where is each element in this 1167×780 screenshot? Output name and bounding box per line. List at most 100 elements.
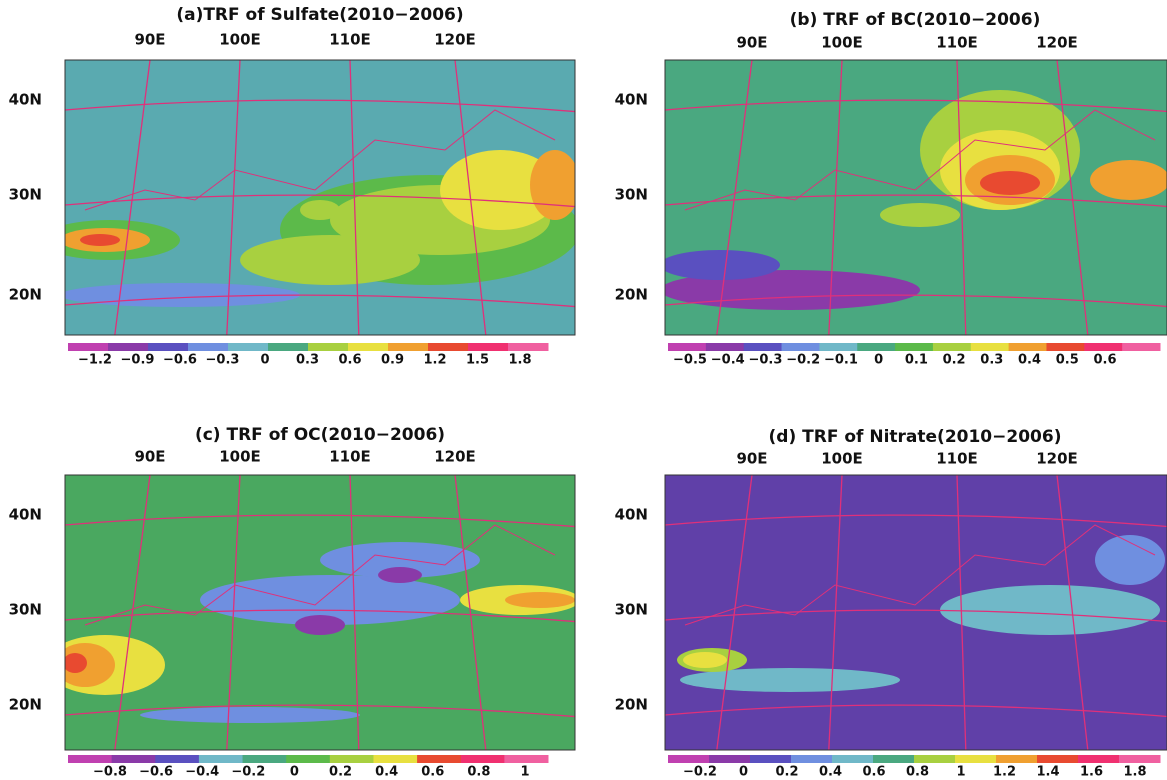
colorbar-label: 0.4	[375, 765, 398, 780]
colorbar-segment	[388, 343, 429, 351]
colorbar-label: 1	[956, 765, 965, 780]
colorbar-label: −0.3	[748, 353, 782, 368]
colorbar-label: 1.8	[508, 353, 531, 368]
lon-label: 90E	[736, 34, 767, 52]
colorbar-segment	[308, 343, 349, 351]
colorbar-segment	[791, 755, 833, 763]
longitude-line	[454, 60, 487, 335]
colorbar-label: 0.2	[329, 765, 352, 780]
map-frame	[64, 474, 576, 751]
colorbar-label: −0.2	[231, 765, 265, 780]
colorbar-segment	[228, 343, 269, 351]
colorbar-label: 0.3	[296, 353, 319, 368]
field-patch	[300, 200, 340, 220]
latitude-line	[65, 99, 575, 113]
colorbar-label: −0.8	[93, 765, 127, 780]
colorbar-segment	[1119, 755, 1161, 763]
lon-label: 110E	[329, 31, 371, 49]
colorbar-segment	[932, 343, 972, 351]
lon-label: 110E	[329, 448, 371, 466]
border-line	[84, 524, 556, 626]
colorbar-segment	[955, 755, 997, 763]
colorbar-label: 0	[260, 353, 269, 368]
colorbar-label: −0.9	[121, 353, 155, 368]
map-frame	[664, 474, 1167, 751]
colorbar-label: 0.8	[467, 765, 490, 780]
colorbar-segment	[750, 755, 792, 763]
latitude-line	[665, 514, 1167, 528]
colorbar-label: 0.1	[905, 353, 928, 368]
field-patch	[1095, 535, 1165, 585]
colorbar-segment	[1008, 343, 1047, 351]
colorbar-label: 0	[739, 765, 748, 780]
colorbar-segment	[705, 343, 745, 351]
lat-label: 40N	[9, 91, 42, 109]
colorbar-segment	[709, 755, 751, 763]
colorbar-label: −0.4	[711, 353, 745, 368]
lat-label: 40N	[9, 506, 42, 524]
colorbar-segment	[348, 343, 389, 351]
lat-label: 20N	[615, 286, 648, 304]
colorbar-label: 0.4	[819, 765, 842, 780]
latitude-line	[665, 194, 1167, 208]
colorbar-segment	[111, 755, 156, 763]
border-line	[684, 109, 1156, 211]
lat-label: 30N	[9, 601, 42, 619]
colorbar-segment	[242, 755, 287, 763]
colorbar-segment	[188, 343, 229, 351]
field-patch	[378, 567, 422, 583]
colorbar-segment	[1046, 343, 1085, 351]
colorbar-segment	[857, 343, 896, 351]
lat-label: 30N	[615, 186, 648, 204]
longitude-line	[114, 475, 151, 750]
colorbar-label: 1.6	[1080, 765, 1103, 780]
colorbar-segment	[508, 343, 549, 351]
field-patch	[440, 150, 560, 230]
colorbar-label: −0.2	[786, 353, 820, 368]
panel-title: (a)TRF of Sulfate(2010−2006)	[176, 5, 463, 25]
colorbar-segment	[417, 755, 462, 763]
lon-label: 110E	[936, 34, 978, 52]
field-patch	[505, 592, 575, 608]
field-patch	[940, 585, 1160, 635]
panel-title: (b) TRF of BC(2010−2006)	[790, 10, 1041, 30]
colorbar-segment	[1078, 755, 1120, 763]
longitude-line	[716, 60, 753, 335]
longitude-line	[226, 60, 241, 335]
colorbar-segment	[668, 343, 707, 351]
colorbar-label: 0.2	[775, 765, 798, 780]
colorbar-segment	[504, 755, 549, 763]
colorbar-segment	[1122, 343, 1161, 351]
colorbar-segment	[832, 755, 874, 763]
field-patch	[65, 653, 87, 673]
colorbar-segment	[895, 343, 934, 351]
map	[665, 60, 1167, 335]
colorbar-segment	[781, 343, 820, 351]
border-line	[684, 524, 1156, 626]
colorbar-segment	[329, 755, 374, 763]
map	[65, 60, 575, 335]
colorbar-segment	[1037, 755, 1079, 763]
lon-label: 90E	[134, 31, 165, 49]
colorbar-label: 0	[874, 353, 883, 368]
colorbar-segment	[198, 755, 244, 763]
border-line	[84, 109, 556, 211]
colorbar-segment	[68, 755, 113, 763]
colorbar-segment	[996, 755, 1038, 763]
colorbar-label: 1.2	[993, 765, 1016, 780]
lon-label: 120E	[1036, 34, 1078, 52]
colorbar-segment	[148, 343, 189, 351]
longitude-line	[349, 60, 360, 335]
lat-label: 40N	[615, 91, 648, 109]
colorbar-segment	[914, 755, 956, 763]
colorbar-label: 1.2	[423, 353, 446, 368]
field-patch	[980, 171, 1040, 195]
lon-label: 120E	[1036, 450, 1078, 468]
colorbar-label: 0.3	[980, 353, 1003, 368]
panel-title: (d) TRF of Nitrate(2010−2006)	[769, 427, 1062, 447]
field-patch	[530, 150, 575, 220]
colorbar-segment	[68, 343, 109, 351]
colorbar-label: 0.6	[421, 765, 444, 780]
colorbar-label: 0.6	[862, 765, 885, 780]
